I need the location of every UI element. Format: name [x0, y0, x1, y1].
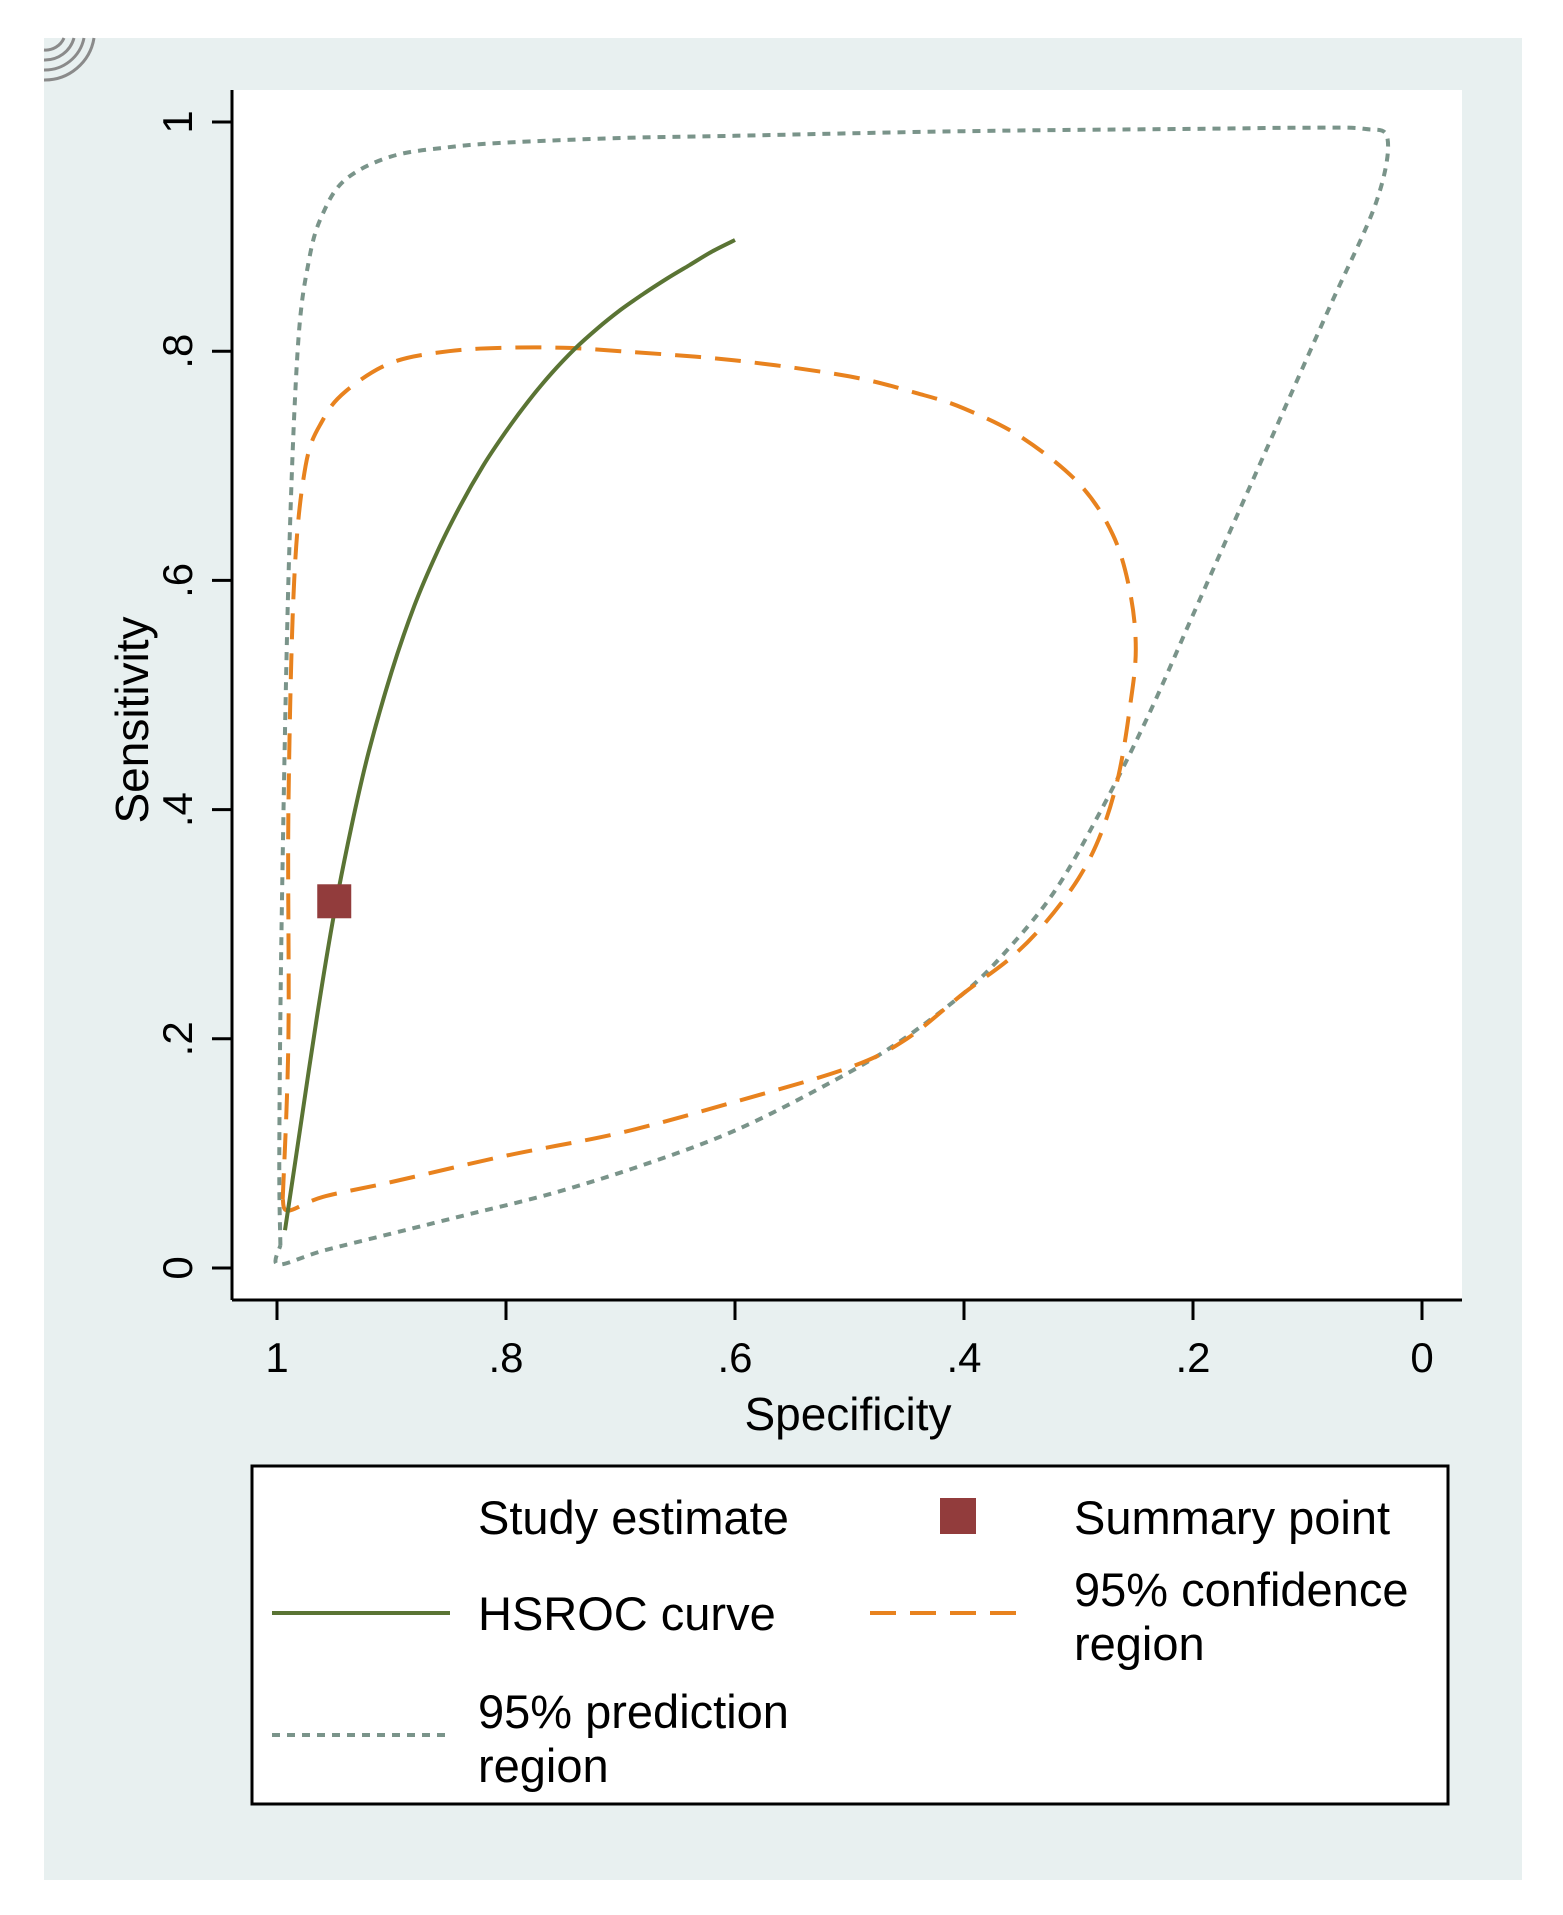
legend-summary-point-swatch — [940, 1498, 976, 1534]
y-tick-label: 1 — [154, 110, 201, 133]
y-tick-label: .4 — [154, 792, 201, 827]
y-tick-label: .6 — [154, 563, 201, 598]
series-layer — [273, 125, 1391, 1267]
legend-study-estimate-label: Study estimate — [478, 1491, 789, 1544]
x-tick-label: 1 — [265, 1334, 288, 1381]
x-ticks: 1 .8 .6 .4 .2 0 — [265, 1300, 1434, 1381]
y-tick-label: 0 — [154, 1256, 201, 1279]
summary-point — [317, 884, 352, 919]
prediction-region — [273, 125, 1391, 1267]
legend-prediction-label-line2: region — [478, 1739, 609, 1792]
x-tick-label: .2 — [1175, 1334, 1210, 1381]
y-axis-title: Sensitivity — [106, 616, 158, 823]
x-tick-label: 0 — [1410, 1334, 1433, 1381]
y-ticks: 0 .2 .4 .6 .8 1 — [154, 110, 232, 1280]
x-tick-label: .4 — [946, 1334, 981, 1381]
confidence-region — [280, 345, 1138, 1213]
plot-area — [232, 90, 1462, 1300]
x-tick-label: .6 — [717, 1334, 752, 1381]
x-axis-title: Specificity — [744, 1388, 951, 1440]
legend-prediction-label-line1: 95% prediction — [478, 1685, 789, 1738]
y-tick-label: .8 — [154, 334, 201, 369]
y-tick-label: .2 — [154, 1021, 201, 1056]
legend-box — [250, 1464, 1450, 1806]
axes — [230, 90, 1462, 1302]
legend-confidence-label-line1: 95% confidence — [1074, 1563, 1408, 1616]
x-tick-label: .8 — [488, 1334, 523, 1381]
legend: Study estimate Summary point HSROC curve… — [250, 1464, 1450, 1806]
legend-confidence-label-line2: region — [1074, 1617, 1205, 1670]
corner-logo-icon — [43, 37, 96, 82]
legend-hsroc-label: HSROC curve — [478, 1587, 776, 1640]
legend-summary-point-label: Summary point — [1074, 1491, 1390, 1544]
